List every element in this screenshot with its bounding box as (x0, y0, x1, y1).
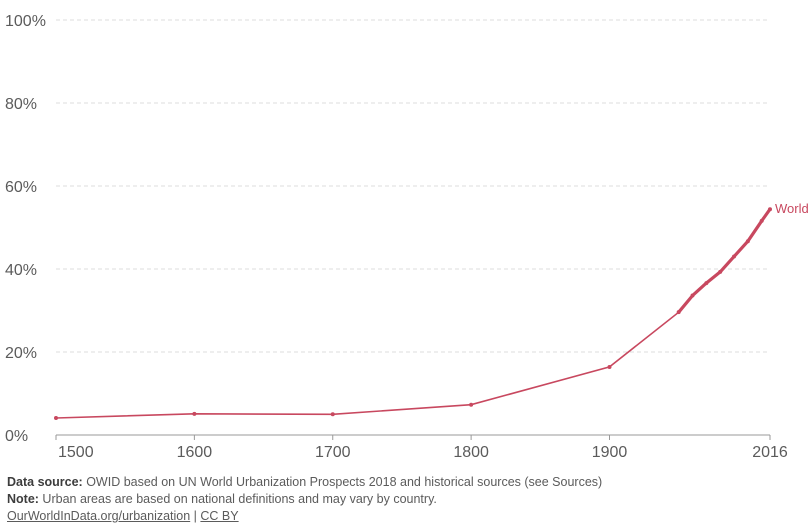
data-point (469, 402, 474, 407)
x-tick-label: 1600 (177, 444, 213, 461)
series-line (55, 208, 771, 419)
data-source-text: OWID based on UN World Urbanization Pros… (82, 475, 603, 489)
y-tick-label: 80% (5, 96, 37, 113)
data-point (330, 412, 335, 417)
x-tick-label: 1800 (453, 444, 489, 461)
y-tick-label: 100% (5, 13, 46, 30)
note-label: Note: (7, 492, 39, 506)
y-tick-label: 60% (5, 179, 37, 196)
data-point (759, 218, 764, 223)
data-point (607, 364, 612, 369)
data-source-line: Data source: OWID based on UN World Urba… (7, 474, 602, 491)
chart-footer: Data source: OWID based on UN World Urba… (7, 474, 602, 525)
x-tick-label: 1900 (592, 444, 628, 461)
data-point (676, 310, 681, 315)
note-line: Note: Urban areas are based on national … (7, 491, 602, 508)
urbanization-chart: 0% 20% 40% 60% 80% 100% 1500 1600 1700 1800 1900 2… (5, 13, 809, 461)
y-tick-label: 0% (5, 428, 28, 445)
x-tick-label: 1700 (315, 444, 351, 461)
x-tick-label: 1500 (58, 444, 94, 461)
data-point (768, 207, 772, 212)
data-point (704, 281, 709, 286)
y-tick-label: 40% (5, 262, 37, 279)
data-point (192, 411, 197, 416)
series-lines: World (54, 201, 809, 420)
data-point (745, 239, 750, 244)
link-separator: | (190, 509, 201, 523)
grid-lines (56, 19, 770, 353)
data-source-label: Data source: (7, 475, 83, 489)
note-text: Urban areas are based on national defini… (38, 492, 437, 506)
y-tick-label: 20% (5, 345, 37, 362)
x-tick-label: 2016 (752, 444, 788, 461)
owid-link[interactable]: OurWorldInData.org/urbanization (7, 509, 191, 523)
data-point (732, 254, 737, 259)
data-point (54, 415, 58, 420)
license-link[interactable]: CC BY (200, 509, 239, 523)
data-point (690, 293, 695, 298)
x-axis: 1500 1600 1700 1800 1900 2016 (55, 434, 788, 461)
data-point (718, 269, 723, 274)
y-axis-ticks: 0% 20% 40% 60% 80% 100% (5, 13, 46, 445)
series-label-world: World (775, 201, 809, 216)
series-line-dense (677, 208, 772, 314)
link-line: OurWorldInData.org/urbanization | CC BY (7, 508, 602, 525)
